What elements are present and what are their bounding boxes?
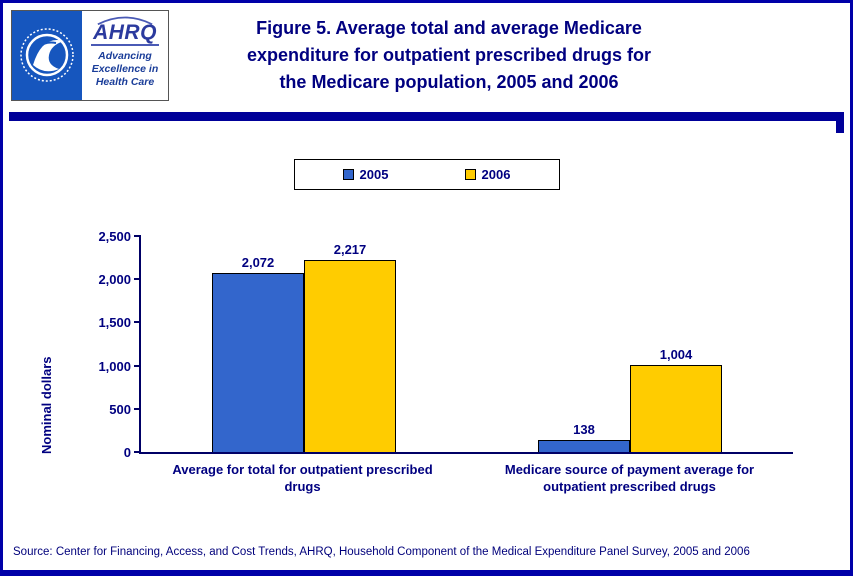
bar-2006: 1,004	[630, 347, 722, 452]
bar-2005: 138	[538, 422, 630, 452]
ahrq-swoosh-icon	[97, 16, 153, 25]
hhs-eagle-icon	[20, 27, 74, 82]
ahrq-logo: AHRQ Advancing Excellence in Health Care	[82, 11, 168, 100]
legend-label: 2005	[359, 167, 389, 182]
bar-value-label: 2,072	[241, 254, 275, 270]
figure-title: Figure 5. Average total and average Medi…	[246, 18, 652, 92]
y-tick-mark	[134, 235, 141, 237]
bar-group: 2,072 2,217	[141, 236, 467, 452]
y-tick-label: 1,500	[98, 315, 131, 331]
category-label: Medicare source of payment average for o…	[504, 462, 755, 494]
source-note: Source: Center for Financing, Access, an…	[13, 546, 750, 558]
category-labels-row: Average for total for outpatient prescri…	[139, 462, 793, 496]
y-axis-label: Nominal dollars	[39, 356, 54, 454]
ahrq-tagline: Advancing Excellence in Health Care	[91, 50, 159, 89]
y-tick-label: 2,000	[98, 272, 131, 288]
logo-block: AHRQ Advancing Excellence in Health Care	[11, 10, 169, 101]
plot-area: 0 500 1,000 1,500 2,000 2,500 2,072 2,217 138 1,0…	[98, 229, 793, 460]
y-tick-label: 0	[123, 445, 131, 460]
y-tick-mark	[134, 278, 141, 281]
bar-value-label: 138	[573, 422, 595, 438]
y-tick-label: 500	[109, 401, 131, 417]
header-rule-tail	[836, 121, 844, 133]
chart: Nominal dollars 0 500 1,000 1,500 2,000 2,500…	[39, 229, 793, 460]
bar-value-label: 2,217	[333, 242, 367, 258]
legend-label: 2006	[481, 167, 511, 182]
bar-2006: 2,217	[304, 242, 396, 452]
y-tick-mark	[134, 407, 141, 410]
category-label: Average for total for outpatient prescri…	[172, 462, 433, 494]
y-tick-mark	[134, 451, 141, 453]
hhs-logo	[12, 11, 82, 100]
legend-item-2005: 2005	[342, 167, 389, 182]
y-tick-label: 1,000	[98, 358, 131, 374]
y-tick-mark	[134, 364, 141, 367]
ahrq-wordmark: AHRQ	[91, 21, 159, 47]
y-tick-label: 2,500	[98, 229, 131, 244]
bar-2005: 2,072	[212, 255, 304, 452]
y-tick-mark	[134, 321, 141, 324]
legend: 2005 2006	[293, 159, 560, 190]
legend-item-2006: 2006	[464, 167, 511, 182]
legend-swatch-icon	[342, 169, 354, 180]
bar-value-label: 1,004	[659, 347, 693, 363]
legend-swatch-icon	[464, 169, 476, 180]
bar-group: 138 1,004	[467, 236, 793, 452]
header-rule	[9, 112, 844, 133]
